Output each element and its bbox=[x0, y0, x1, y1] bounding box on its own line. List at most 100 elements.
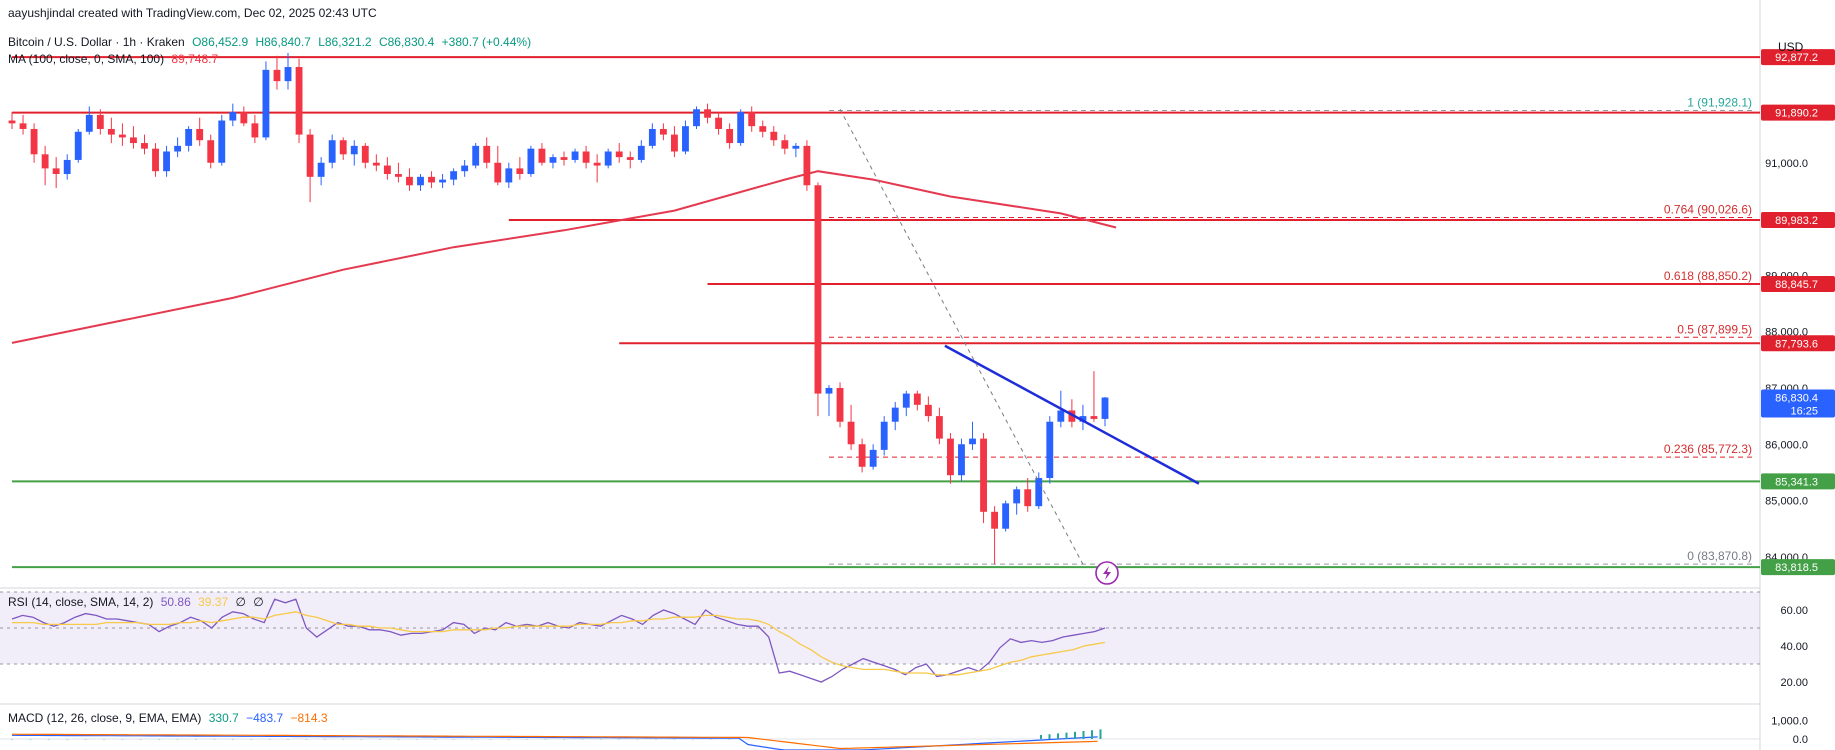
close-value: C86,830.4 bbox=[378, 35, 435, 49]
candle-body bbox=[306, 134, 314, 177]
candle-body bbox=[483, 145, 491, 163]
lightning-icon[interactable] bbox=[1095, 561, 1119, 585]
open-value: O86,452.9 bbox=[192, 35, 249, 49]
change-value: +380.7 (+0.44%) bbox=[441, 35, 532, 49]
macd-hist-bar bbox=[1065, 732, 1068, 739]
price-tick-label: 91,000.0 bbox=[1765, 158, 1808, 170]
macd-hist-bar bbox=[1099, 729, 1102, 739]
candle-body bbox=[185, 128, 193, 146]
currency-label[interactable]: USD bbox=[1778, 40, 1804, 54]
candles bbox=[8, 52, 1109, 565]
rsi-pane: 60.00 40.00 20.00 bbox=[0, 591, 1808, 689]
candle-body bbox=[593, 162, 601, 166]
macd-hist-bar bbox=[710, 739, 713, 740]
fib-level-label: 0.618 (88,850.2) bbox=[1664, 269, 1752, 283]
rsi-legend[interactable]: RSI (14, close, SMA, 14, 2) 50.86 39.37 … bbox=[8, 595, 268, 609]
candle-body bbox=[1024, 489, 1032, 507]
candle-body bbox=[781, 140, 789, 149]
candle-body bbox=[726, 128, 734, 144]
price-tick-label: 86,000.0 bbox=[1765, 439, 1808, 451]
ma-legend[interactable]: MA (100, close, 0, SMA, 100) 89,748.7 bbox=[8, 52, 222, 66]
candle-body bbox=[958, 444, 965, 476]
candle-body bbox=[538, 148, 546, 163]
candle-body bbox=[924, 404, 932, 417]
candle-body bbox=[615, 151, 623, 158]
candle-body bbox=[428, 176, 435, 183]
price-axis[interactable]: 91,000.089,000.088,000.087,000.086,000.0… bbox=[1761, 49, 1835, 576]
candle-body bbox=[715, 117, 723, 129]
fib-level-label: 0 (83,870.8) bbox=[1687, 549, 1752, 563]
countdown-label: 16:25 bbox=[1790, 405, 1818, 417]
candle-body bbox=[406, 176, 413, 186]
macd-hist-bar bbox=[213, 739, 216, 741]
macd-label: MACD (12, 26, close, 9, EMA, EMA) bbox=[8, 711, 202, 725]
level-lines bbox=[12, 56, 1760, 569]
candle-body bbox=[947, 438, 954, 476]
candle-body bbox=[152, 148, 159, 172]
rsi-tick-label: 20.00 bbox=[1780, 677, 1808, 689]
high-value: H86,840.7 bbox=[255, 35, 311, 49]
macd-hist-bar bbox=[342, 739, 345, 740]
price-tag-bg bbox=[1761, 335, 1835, 352]
candle-body bbox=[704, 109, 711, 118]
candle-body bbox=[560, 157, 568, 160]
candle-body bbox=[869, 449, 877, 467]
watermark: aayushjindal created with TradingView.co… bbox=[8, 6, 377, 20]
macd-hist-bar bbox=[673, 739, 676, 740]
macd-hist-bar bbox=[1082, 731, 1085, 739]
grid-lines bbox=[0, 0, 1761, 750]
candle-body bbox=[251, 123, 259, 138]
price-tag-bg bbox=[1761, 211, 1835, 228]
macd-legend[interactable]: MACD (12, 26, close, 9, EMA, EMA) 330.7 … bbox=[8, 711, 332, 725]
candle-body bbox=[63, 159, 71, 175]
macd-hist-bar bbox=[544, 739, 547, 740]
macd-hist-bar bbox=[176, 739, 179, 741]
macd-hist-bar bbox=[29, 739, 32, 741]
candle-body bbox=[174, 145, 182, 152]
candle-body bbox=[52, 168, 60, 175]
macd-hist-bar bbox=[397, 739, 400, 740]
macd-hist-bar bbox=[655, 739, 657, 740]
candle-body bbox=[858, 444, 866, 467]
candle-body bbox=[85, 114, 93, 132]
macd-hist-bar bbox=[452, 739, 455, 740]
macd-hist-bar bbox=[563, 739, 565, 740]
candle-body bbox=[295, 67, 303, 135]
candle-body bbox=[163, 151, 170, 172]
candle-body bbox=[273, 69, 281, 82]
rsi-sma-line bbox=[12, 611, 1106, 676]
candle-body bbox=[8, 120, 16, 124]
candle-body bbox=[902, 393, 910, 408]
macd-hist-bar bbox=[1074, 731, 1076, 739]
candle-body bbox=[1079, 416, 1087, 422]
candle-body bbox=[96, 114, 104, 129]
price-tag-bg bbox=[1761, 104, 1835, 121]
symbol-title[interactable]: Bitcoin / U.S. Dollar · 1h · Kraken bbox=[8, 35, 185, 49]
rsi-label: RSI (14, close, SMA, 14, 2) bbox=[8, 595, 154, 609]
macd-hist-bar bbox=[268, 739, 271, 740]
price-tag-label: 91,890.2 bbox=[1775, 108, 1818, 120]
candle-body bbox=[1035, 478, 1043, 507]
price-tag-bg bbox=[1761, 49, 1835, 66]
candle-body bbox=[1090, 416, 1098, 419]
candle-body bbox=[626, 157, 634, 160]
ma-100-line bbox=[11, 170, 1117, 344]
price-tag-bg bbox=[1761, 473, 1835, 490]
macd-tick-label: 0.0 bbox=[1793, 734, 1808, 746]
candle-body bbox=[516, 168, 524, 175]
candle-body bbox=[637, 145, 645, 160]
macd-signal-value: −814.3 bbox=[290, 711, 328, 725]
macd-hist-bar bbox=[415, 739, 418, 740]
candle-body bbox=[980, 438, 987, 512]
macd-hist-bar bbox=[305, 739, 308, 740]
macd-line-value: −483.7 bbox=[246, 711, 284, 725]
candle-body bbox=[1002, 503, 1010, 529]
rsi-sma-value: 39.37 bbox=[198, 595, 229, 609]
candle-body bbox=[262, 69, 270, 138]
candle-body bbox=[1046, 421, 1054, 479]
candle-body bbox=[748, 112, 756, 127]
fib-level-label: 0.764 (90,026.6) bbox=[1664, 203, 1752, 217]
fib-level-label: 0.236 (85,772.3) bbox=[1664, 442, 1752, 456]
macd-hist-bar bbox=[103, 739, 105, 741]
